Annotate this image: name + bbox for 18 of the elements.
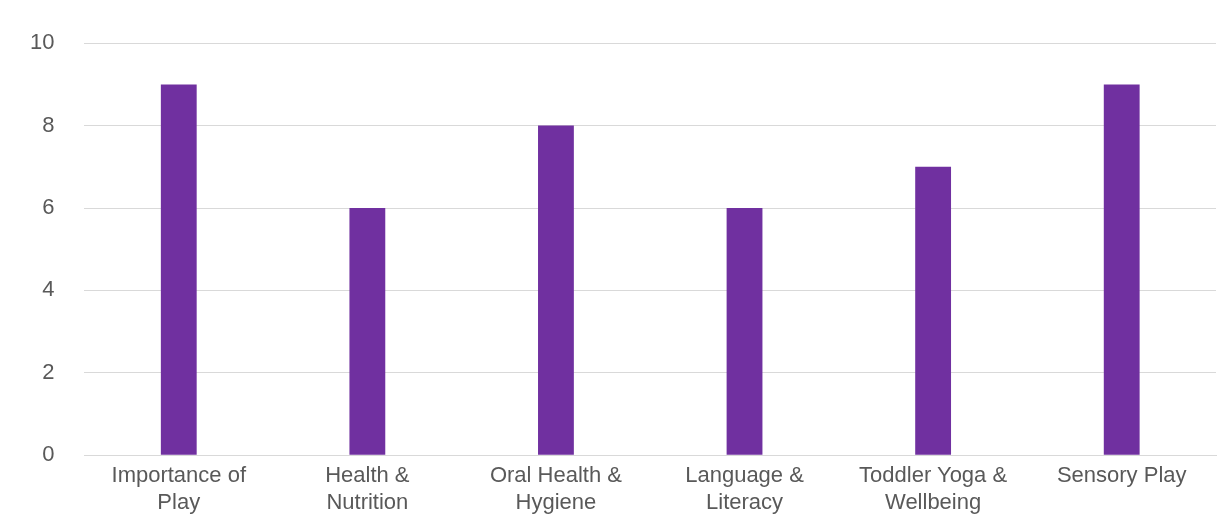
bar — [726, 208, 763, 455]
bar — [1103, 84, 1140, 455]
x-tick-label: Health & Nutrition — [325, 462, 410, 514]
y-tick-label: 4 — [42, 276, 55, 302]
y-tick-label: 8 — [42, 111, 55, 137]
y-tick-label: 0 — [42, 441, 55, 467]
bar — [915, 166, 952, 455]
bar — [160, 84, 197, 455]
y-tick-label: 10 — [29, 29, 55, 55]
y-tick-label: 2 — [42, 358, 55, 384]
bar — [538, 125, 574, 455]
x-tick-label: Oral Health & Hygiene — [489, 462, 623, 514]
bar — [349, 208, 386, 455]
y-tick-label: 6 — [42, 194, 55, 220]
x-tick-label: Importance of Play — [111, 462, 247, 514]
x-tick-label: Toddler Yoga & Wellbeing — [859, 462, 1008, 514]
x-tick-label: Sensory Play — [1056, 462, 1187, 488]
x-tick-label: Language & Literacy — [685, 462, 805, 514]
